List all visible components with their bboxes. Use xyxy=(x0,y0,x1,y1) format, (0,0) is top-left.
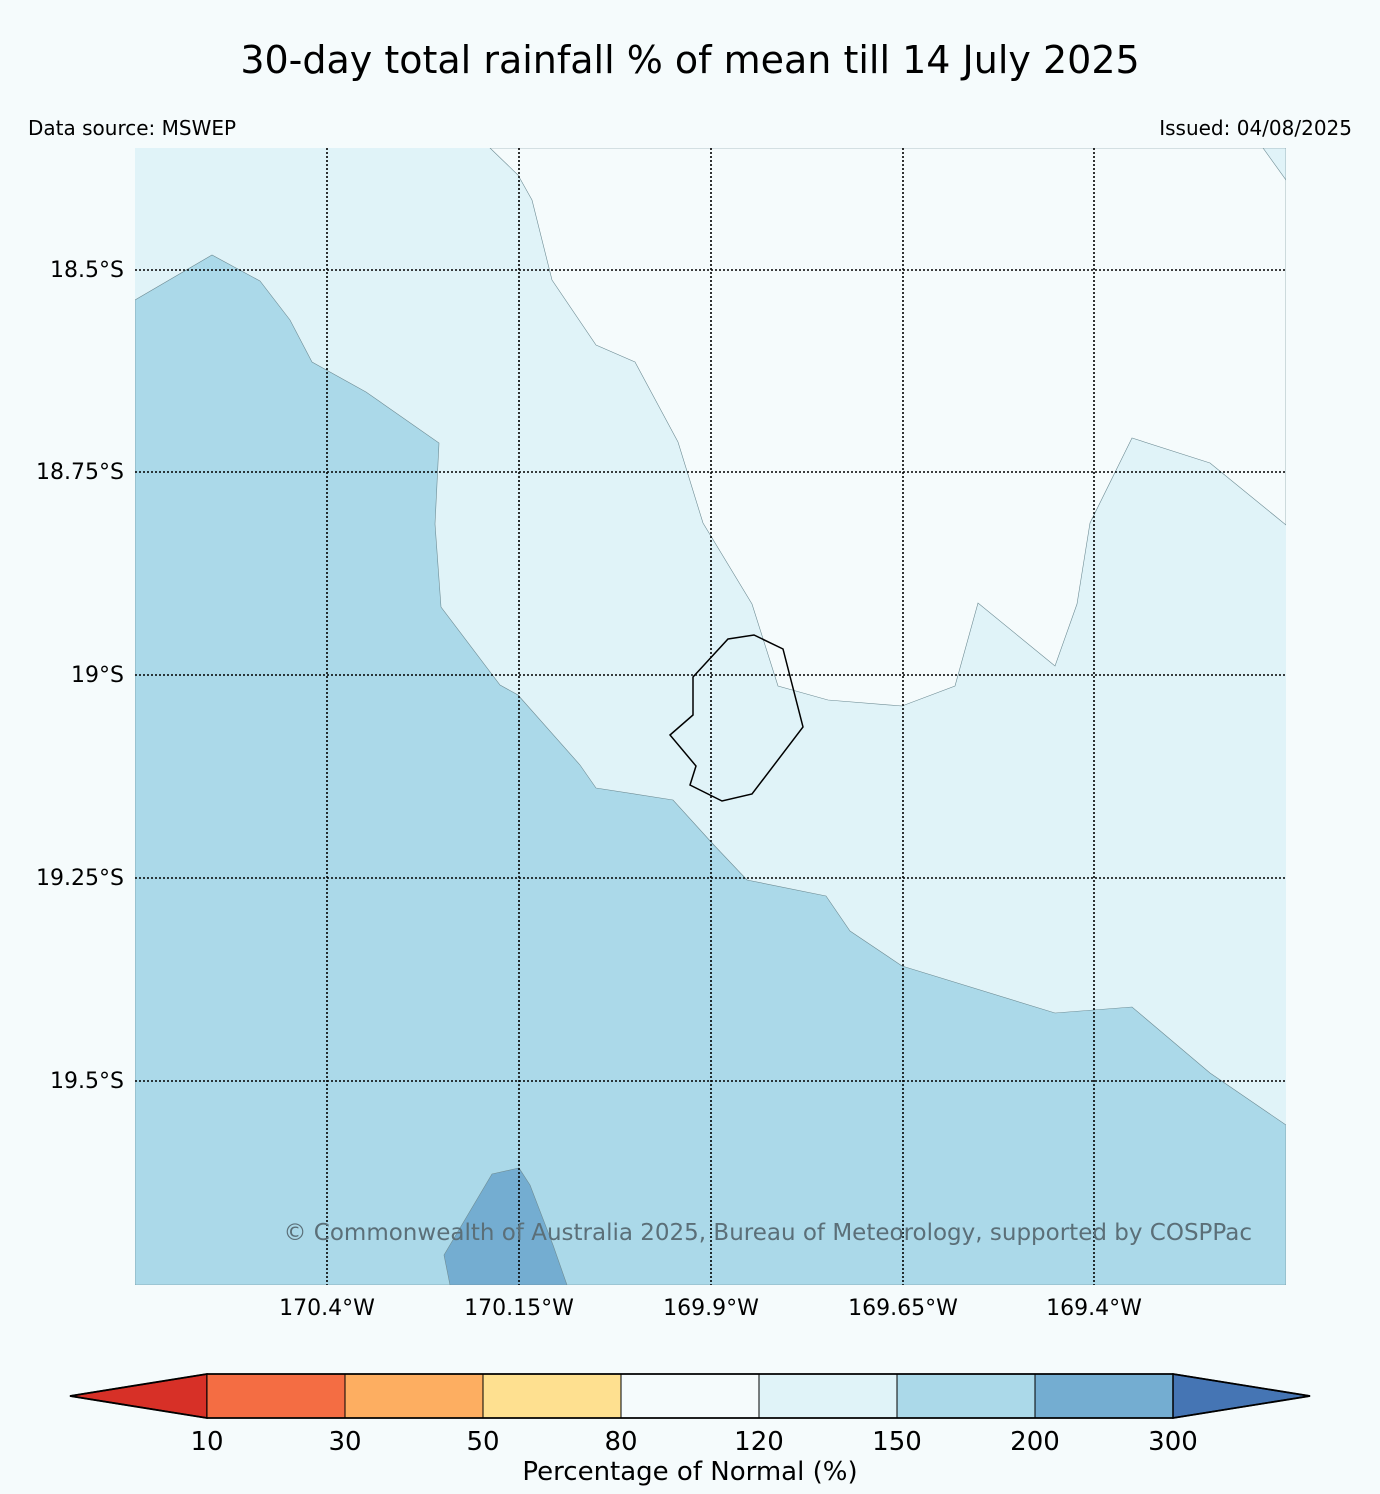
lon-label: 169.4°W xyxy=(1046,1296,1142,1321)
map-plot-area: © Commonwealth of Australia 2025, Bureau… xyxy=(135,148,1286,1285)
colorbar-segment xyxy=(758,1373,898,1419)
copyright-notice: © Commonwealth of Australia 2025, Bureau… xyxy=(283,1220,1252,1246)
colorbar-title: Percentage of Normal (%) xyxy=(522,1457,857,1487)
lon-label: 170.4°W xyxy=(279,1296,375,1321)
colorbar-tick-label: 30 xyxy=(328,1427,361,1457)
region-150-200 xyxy=(135,254,1286,1285)
graticule xyxy=(135,148,1286,1285)
map-title: 30-day total rainfall % of mean till 14 … xyxy=(240,38,1140,82)
issued-date-label: Issued: 04/08/2025 xyxy=(1159,116,1352,140)
lat-label: 19°S xyxy=(71,663,124,688)
colorbar: 10 30 50 80 120 150 200 300 xyxy=(69,1373,1311,1457)
island-outline xyxy=(668,634,804,802)
colorbar-segment xyxy=(482,1373,622,1419)
lat-label: 18.5°S xyxy=(50,258,124,283)
colorbar-tick-label: 150 xyxy=(872,1427,922,1457)
region-80-120 xyxy=(489,148,1286,707)
lon-label: 169.9°W xyxy=(663,1296,759,1321)
colorbar-segment xyxy=(344,1373,484,1419)
colorbar-extend-low xyxy=(69,1373,208,1419)
colorbar-extend-high xyxy=(1172,1373,1311,1419)
colorbar-segment xyxy=(896,1373,1036,1419)
lat-label: 19.5°S xyxy=(50,1069,124,1094)
colorbar-tick-label: 10 xyxy=(190,1427,223,1457)
colorbar-tick-label: 80 xyxy=(604,1427,637,1457)
colorbar-tick-label: 120 xyxy=(734,1427,784,1457)
lat-label: 19.25°S xyxy=(36,866,124,891)
colorbar-segment xyxy=(620,1373,760,1419)
colorbar-segment xyxy=(1034,1373,1174,1419)
colorbar-tick-label: 200 xyxy=(1010,1427,1060,1457)
lon-label: 170.15°W xyxy=(464,1296,574,1321)
colorbar-segment xyxy=(206,1373,346,1419)
region-200-300 xyxy=(443,1167,568,1285)
colorbar-tick-label: 50 xyxy=(466,1427,499,1457)
colorbar-tick-label: 300 xyxy=(1148,1427,1198,1457)
data-source-label: Data source: MSWEP xyxy=(28,116,237,140)
lon-label: 169.65°W xyxy=(848,1296,958,1321)
lat-label: 18.75°S xyxy=(36,460,124,485)
region-120-150-corner xyxy=(1262,148,1286,181)
colorbar-outline xyxy=(69,1373,1311,1419)
